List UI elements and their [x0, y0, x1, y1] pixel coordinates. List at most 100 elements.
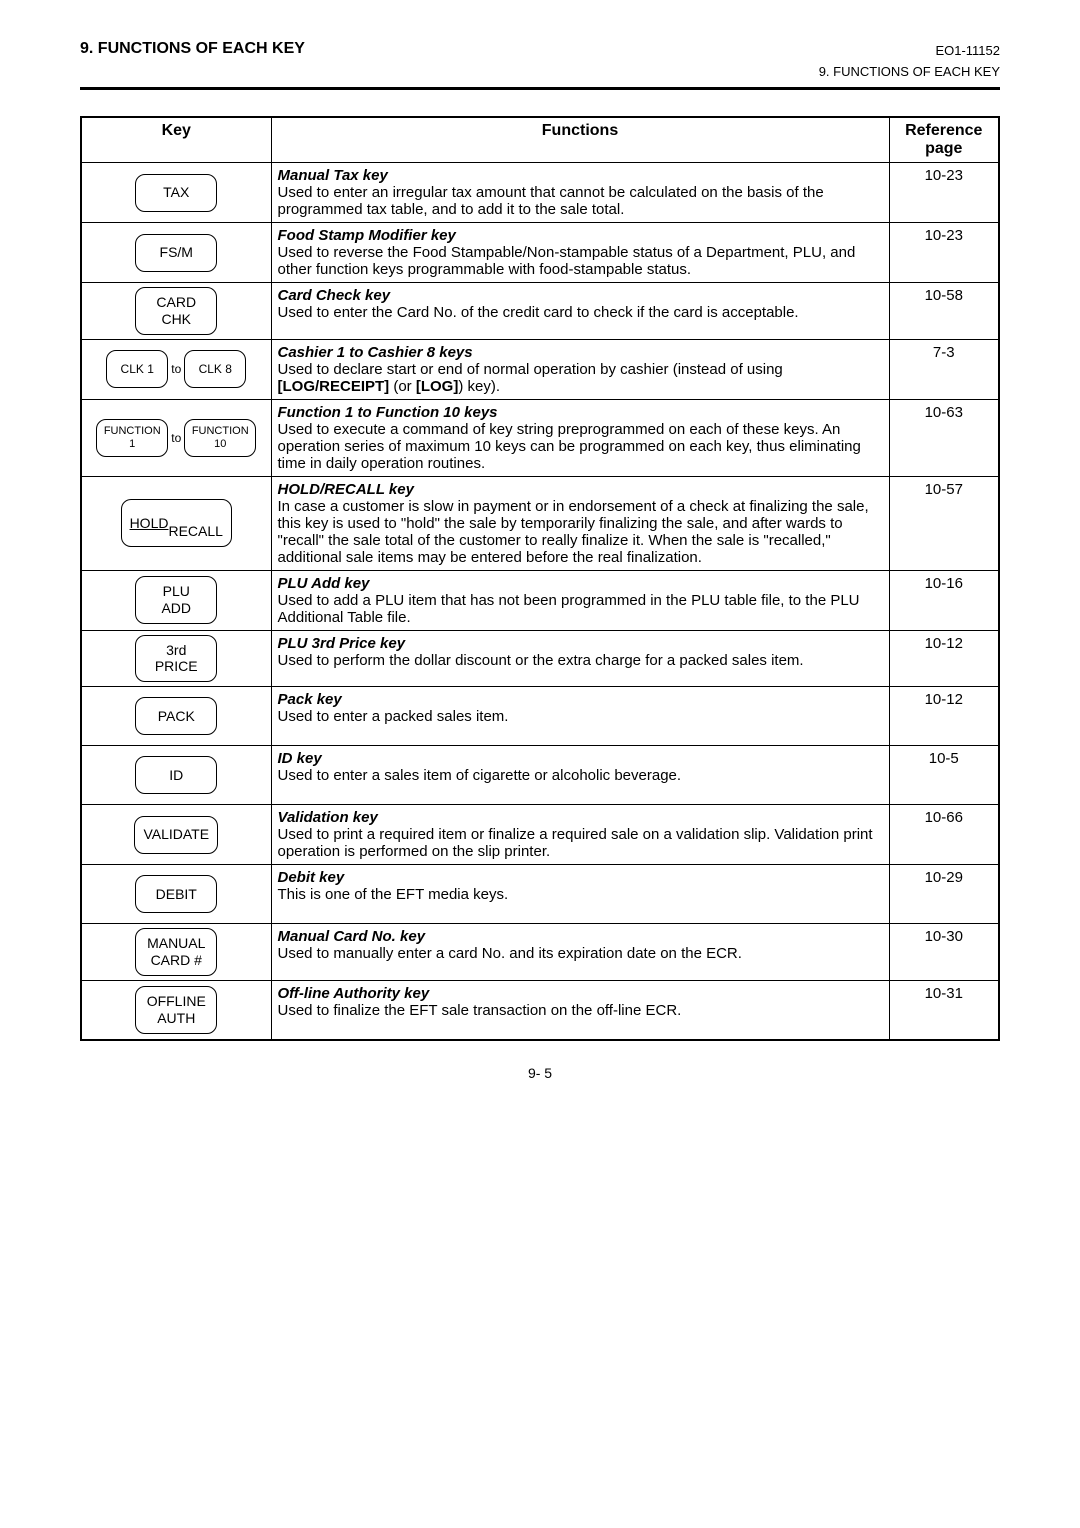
key-box: PACK [135, 697, 217, 735]
key-range: CLK 1toCLK 8 [106, 350, 246, 388]
table-row: IDID keyUsed to enter a sales item of ci… [81, 746, 999, 805]
function-desc: Used to manually enter a card No. and it… [278, 945, 742, 962]
function-desc: In case a customer is slow in payment or… [278, 498, 869, 566]
header-section-title: 9. FUNCTIONS OF EACH KEY [80, 40, 305, 58]
table-row: OFFLINEAUTH Off-line Authority keyUsed to… [81, 980, 999, 1040]
cell-reference: 10-63 [889, 399, 999, 476]
function-desc: Used to reverse the Food Stampable/Non-s… [278, 244, 856, 278]
table-row: FUNCTION1toFUNCTION10Function 1 to Funct… [81, 399, 999, 476]
th-key: Key [81, 117, 271, 163]
function-title: Function 1 to Function 10 keys [278, 404, 498, 421]
key-box: ID [135, 756, 217, 794]
cell-key: ID [81, 746, 271, 805]
function-desc: Used to declare start or end of normal o… [278, 361, 783, 395]
function-title: Card Check key [278, 287, 391, 304]
cell-key: TAX [81, 163, 271, 223]
function-desc: Used to perform the dollar discount or t… [278, 652, 804, 669]
cell-reference: 10-12 [889, 687, 999, 746]
key-box: FUNCTION10 [184, 419, 256, 457]
cell-key: FUNCTION1toFUNCTION10 [81, 399, 271, 476]
table-row: DEBITDebit keyThis is one of the EFT med… [81, 865, 999, 924]
table-row: CARDCHK Card Check keyUsed to enter the C… [81, 283, 999, 340]
cell-key: MANUALCARD # [81, 924, 271, 981]
cell-function: Function 1 to Function 10 keysUsed to ex… [271, 399, 889, 476]
function-title: Manual Card No. key [278, 928, 426, 945]
function-title: Validation key [278, 809, 378, 826]
function-title: Pack key [278, 691, 342, 708]
cell-function: Validation keyUsed to print a required i… [271, 805, 889, 865]
key-box: PLUADD [135, 576, 217, 624]
header-doc-id: EO1-11152 [935, 43, 1000, 58]
cell-function: Debit keyThis is one of the EFT media ke… [271, 865, 889, 924]
cell-key: HOLDRECALL [81, 476, 271, 570]
cell-reference: 10-23 [889, 223, 999, 283]
cell-reference: 10-31 [889, 980, 999, 1040]
cell-key: CLK 1toCLK 8 [81, 339, 271, 399]
cell-function: Pack keyUsed to enter a packed sales ite… [271, 687, 889, 746]
cell-key: CARDCHK [81, 283, 271, 340]
table-row: TAX Manual Tax keyUsed to enter an irregu… [81, 163, 999, 223]
function-desc: Used to enter a packed sales item. [278, 708, 509, 725]
table-row: FS/M Food Stamp Modifier keyUsed to rever… [81, 223, 999, 283]
function-title: Debit key [278, 869, 345, 886]
key-box: FUNCTION1 [96, 419, 168, 457]
cell-function: PLU Add keyUsed to add a PLU item that h… [271, 570, 889, 630]
function-title: Cashier 1 to Cashier 8 keys [278, 344, 473, 361]
key-box: TAX [135, 174, 217, 212]
key-box: OFFLINEAUTH [135, 986, 217, 1034]
function-title: Food Stamp Modifier key [278, 227, 456, 244]
page-number: 9- 5 [80, 1065, 1000, 1081]
table-row: CLK 1toCLK 8 Cashier 1 to Cashier 8 keysU… [81, 339, 999, 399]
cell-key: FS/M [81, 223, 271, 283]
table-row: MANUALCARD # Manual Card No. keyUsed to m… [81, 924, 999, 981]
cell-reference: 10-29 [889, 865, 999, 924]
cell-reference: 10-16 [889, 570, 999, 630]
function-desc: Used to enter an irregular tax amount th… [278, 184, 824, 218]
cell-function: Cashier 1 to Cashier 8 keysUsed to decla… [271, 339, 889, 399]
function-desc: Used to enter the Card No. of the credit… [278, 304, 799, 321]
function-desc: Used to execute a command of key string … [278, 421, 861, 472]
function-title: Manual Tax key [278, 167, 388, 184]
to-label: to [171, 431, 181, 445]
table-row: 3rdPRICE PLU 3rd Price keyUsed to perform… [81, 630, 999, 687]
header-rule [80, 87, 1000, 90]
key-box: MANUALCARD # [135, 928, 217, 976]
cell-key: VALIDATE [81, 805, 271, 865]
cell-reference: 10-30 [889, 924, 999, 981]
cell-function: Manual Card No. keyUsed to manually ente… [271, 924, 889, 981]
cell-key: DEBIT [81, 865, 271, 924]
cell-reference: 7-3 [889, 339, 999, 399]
table-row: PLUADD PLU Add keyUsed to add a PLU item … [81, 570, 999, 630]
key-box: HOLDRECALL [121, 499, 232, 547]
function-title: Off-line Authority key [278, 985, 430, 1002]
cell-function: PLU 3rd Price keyUsed to perform the dol… [271, 630, 889, 687]
cell-key: PLUADD [81, 570, 271, 630]
cell-key: 3rdPRICE [81, 630, 271, 687]
cell-reference: 10-23 [889, 163, 999, 223]
cell-function: Card Check keyUsed to enter the Card No.… [271, 283, 889, 340]
page-header: 9. FUNCTIONS OF EACH KEY EO1-11152 [80, 40, 1000, 58]
cell-function: Food Stamp Modifier keyUsed to reverse t… [271, 223, 889, 283]
key-box: CLK 8 [184, 350, 246, 388]
header-sub-title: 9. FUNCTIONS OF EACH KEY [80, 64, 1000, 79]
cell-function: Off-line Authority keyUsed to finalize t… [271, 980, 889, 1040]
table-row: VALIDATE Validation keyUsed to print a re… [81, 805, 999, 865]
key-box: VALIDATE [134, 816, 218, 854]
function-title: PLU 3rd Price key [278, 635, 406, 652]
th-functions: Functions [271, 117, 889, 163]
key-box: 3rdPRICE [135, 635, 217, 683]
cell-key: PACK [81, 687, 271, 746]
key-box: CARDCHK [135, 287, 217, 335]
table-row: HOLDRECALL HOLD/RECALL keyIn case a custo… [81, 476, 999, 570]
cell-reference: 10-58 [889, 283, 999, 340]
key-box: FS/M [135, 234, 217, 272]
function-desc: Used to enter a sales item of cigarette … [278, 767, 682, 784]
cell-reference: 10-5 [889, 746, 999, 805]
th-reference: Reference page [889, 117, 999, 163]
function-desc: Used to print a required item or finaliz… [278, 826, 873, 860]
function-title: HOLD/RECALL key [278, 481, 414, 498]
cell-function: Manual Tax keyUsed to enter an irregular… [271, 163, 889, 223]
function-desc: Used to add a PLU item that has not been… [278, 592, 860, 626]
cell-reference: 10-12 [889, 630, 999, 687]
table-row: PACK Pack keyUsed to enter a packed sales… [81, 687, 999, 746]
